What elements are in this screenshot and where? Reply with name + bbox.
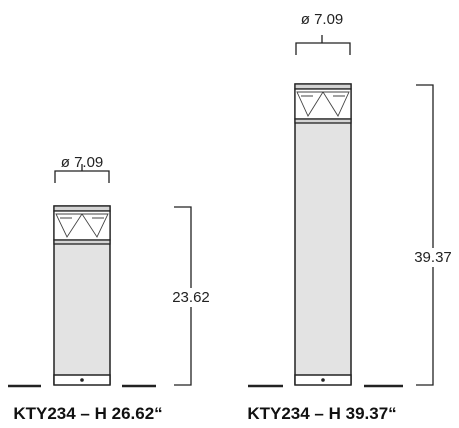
height-label-short: 23.62 bbox=[172, 289, 210, 306]
light-head-facets-short bbox=[55, 213, 109, 241]
base-screw-tall bbox=[321, 378, 325, 382]
light-head-facets-tall bbox=[296, 91, 350, 120]
bollard-body-tall bbox=[294, 83, 352, 385]
bollard-cap-short bbox=[53, 205, 111, 212]
bollard-cap-tall bbox=[294, 83, 352, 90]
light-head-band-short bbox=[53, 239, 111, 245]
bollard-tall: ø 7.09 39.37 KTY234 – H 39.37“ bbox=[247, 11, 454, 423]
height-label-tall: 39.37 bbox=[414, 249, 452, 266]
diameter-bracket-tall bbox=[295, 35, 351, 55]
height-bracket-tall bbox=[416, 84, 434, 386]
light-head-tall bbox=[294, 88, 352, 120]
light-head-band-tall bbox=[294, 118, 352, 124]
diameter-bracket-short bbox=[54, 164, 110, 183]
diameter-label-tall: ø 7.09 bbox=[301, 11, 344, 28]
light-head-short bbox=[53, 210, 111, 241]
caption-short: KTY234 – H 26.62“ bbox=[13, 404, 162, 423]
diameter-label-short: ø 7.09 bbox=[61, 154, 104, 171]
base-screw-short bbox=[80, 378, 84, 382]
height-label-bg bbox=[412, 248, 454, 267]
bollard-short: ø 7.09 23.62 KTY234 – H 26.62“ bbox=[8, 154, 212, 423]
height-label-bg bbox=[170, 288, 212, 307]
caption-tall: KTY234 – H 39.37“ bbox=[247, 404, 396, 423]
